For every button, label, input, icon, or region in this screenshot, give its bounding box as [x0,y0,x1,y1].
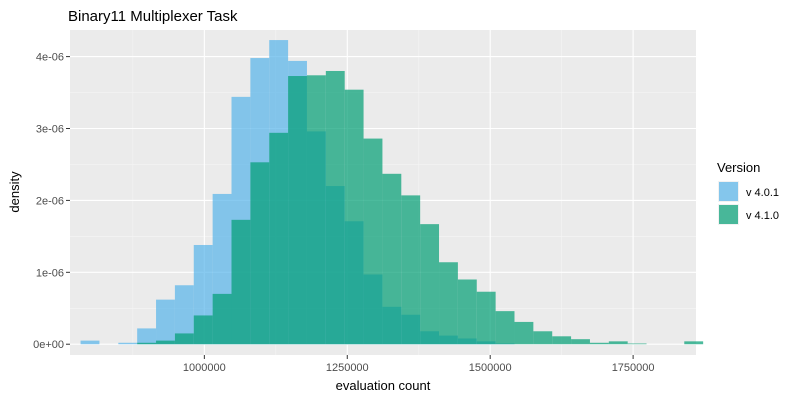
chart-title: Binary11 Multiplexer Task [68,8,238,25]
histogram-bar [401,195,421,345]
legend-key-swatch [719,205,738,224]
histogram-bar [306,75,326,345]
histogram-bar [495,311,515,345]
x-tick-label: 1750000 [612,362,655,374]
histogram-bar [552,336,572,345]
histogram-bar [571,339,590,345]
histogram-bar [420,224,440,345]
histogram-bar [269,132,289,345]
histogram-bar [231,219,251,345]
histogram-bar [608,341,628,345]
histogram-bar [533,331,553,345]
histogram-bar [627,343,647,345]
histogram-bar [174,285,194,345]
histogram-bar [457,279,477,345]
histogram-bar [250,162,270,345]
histogram-bar [363,138,383,345]
histogram-bar [344,89,364,345]
histogram-bar [684,341,704,345]
legend-title: Version [717,160,760,175]
series-2-bars [137,70,704,345]
histogram-bar [156,340,175,345]
y-tick-label: 3e-06 [36,124,64,136]
y-tick-label: 2e-06 [36,195,64,207]
histogram-bar [476,291,496,345]
x-axis-title: evaluation count [336,378,431,393]
x-tick-label: 1250000 [326,362,369,374]
histogram-bar [174,333,194,345]
histogram-bar [80,340,100,345]
x-tick-label: 1000000 [183,362,226,374]
axes: 1000000 1250000 1500000 1750000 0e+00 1e-06 2e… [33,52,654,374]
histogram-bar [137,342,157,345]
legend-label: v 4.1.0 [746,210,779,222]
histogram-bar [439,262,458,345]
y-tick-label: 0e+00 [33,339,64,351]
y-tick-label: 4e-06 [36,52,64,64]
y-tick-label: 1e-06 [36,267,64,279]
histogram-bar [325,70,345,345]
histogram-bar [589,342,609,345]
histogram-bar [514,321,534,345]
histogram-bar [212,293,232,345]
x-tick-label: 1500000 [469,362,512,374]
histogram-bar [288,76,307,345]
histogram-bar [118,342,138,345]
histogram-bar [193,315,213,345]
histogram-bar [382,173,402,345]
histogram-bar [137,328,157,345]
histogram-bar [156,299,175,345]
histogram-bars [80,40,704,345]
legend-label: v 4.0.1 [746,187,779,199]
legend-key-swatch [719,182,738,201]
y-axis-title: density [7,171,22,213]
legend: Version v 4.0.1 v 4.1.0 [717,160,779,225]
